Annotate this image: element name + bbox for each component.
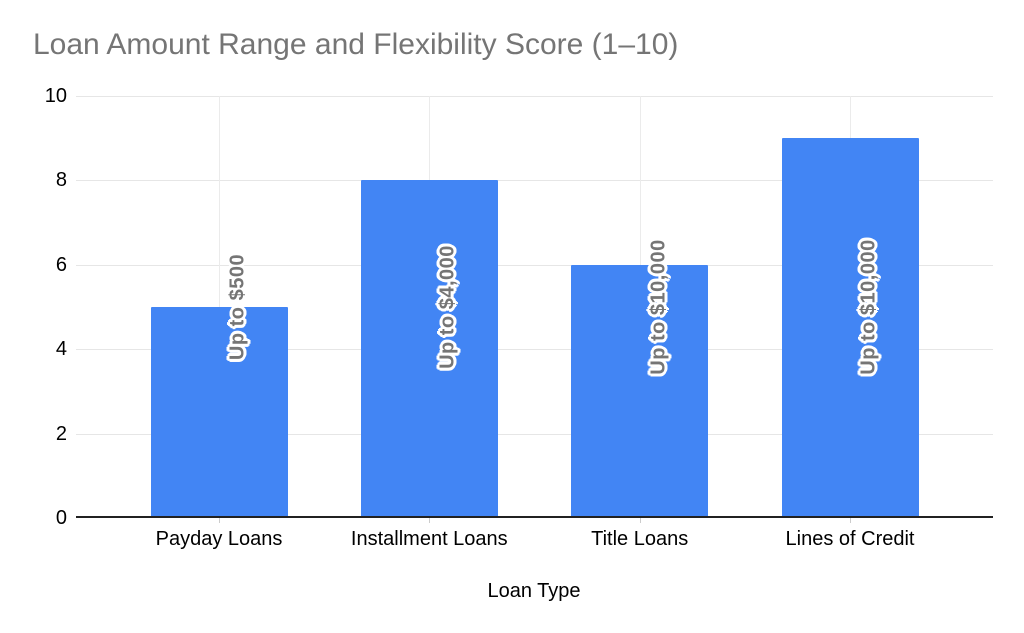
y-tick-label: 8 <box>55 169 67 192</box>
bar-payday-loans[interactable] <box>150 307 288 518</box>
x-axis-tick-mark <box>850 518 851 523</box>
horizontal-gridline <box>76 264 993 266</box>
x-axis-title: Loan Type <box>487 580 581 602</box>
x-category-label: Lines of Credit <box>785 528 915 550</box>
bar-value-label: Up to $4,000 <box>436 245 459 369</box>
x-axis-line <box>76 516 993 518</box>
x-axis-tick-mark <box>429 518 431 523</box>
bar-value-label: Up to $10,000 <box>647 239 670 375</box>
y-tick-label: 6 <box>55 253 67 276</box>
horizontal-gridline <box>76 180 993 182</box>
bar-title-loans[interactable] <box>571 264 709 518</box>
y-tick-label: 10 <box>44 85 67 107</box>
bar-value-label: Up to $500 <box>226 253 249 361</box>
bar-lines-of-credit[interactable] <box>781 138 919 518</box>
horizontal-gridline <box>76 433 993 435</box>
x-category-label: Installment Loans <box>350 528 508 550</box>
horizontal-gridline <box>76 349 993 351</box>
plot-area: Up to $500 Up to $4,000 Up to $10,000 Up to… <box>76 96 993 518</box>
bar-value-label: Up to $10,000 <box>857 239 880 375</box>
x-axis-tick-mark <box>639 518 641 523</box>
x-axis-tick-mark <box>219 518 220 523</box>
x-category-label: Payday Loans <box>155 528 283 550</box>
x-category-label: Title Loans <box>591 528 689 550</box>
chart-title: Loan Amount Range and Flexibility Score … <box>33 28 679 61</box>
y-tick-label: 2 <box>55 422 67 445</box>
y-tick-label: 4 <box>55 338 67 361</box>
y-tick-label: 0 <box>55 507 67 529</box>
bar-installment-loans[interactable] <box>360 180 498 518</box>
horizontal-gridline <box>76 96 993 97</box>
